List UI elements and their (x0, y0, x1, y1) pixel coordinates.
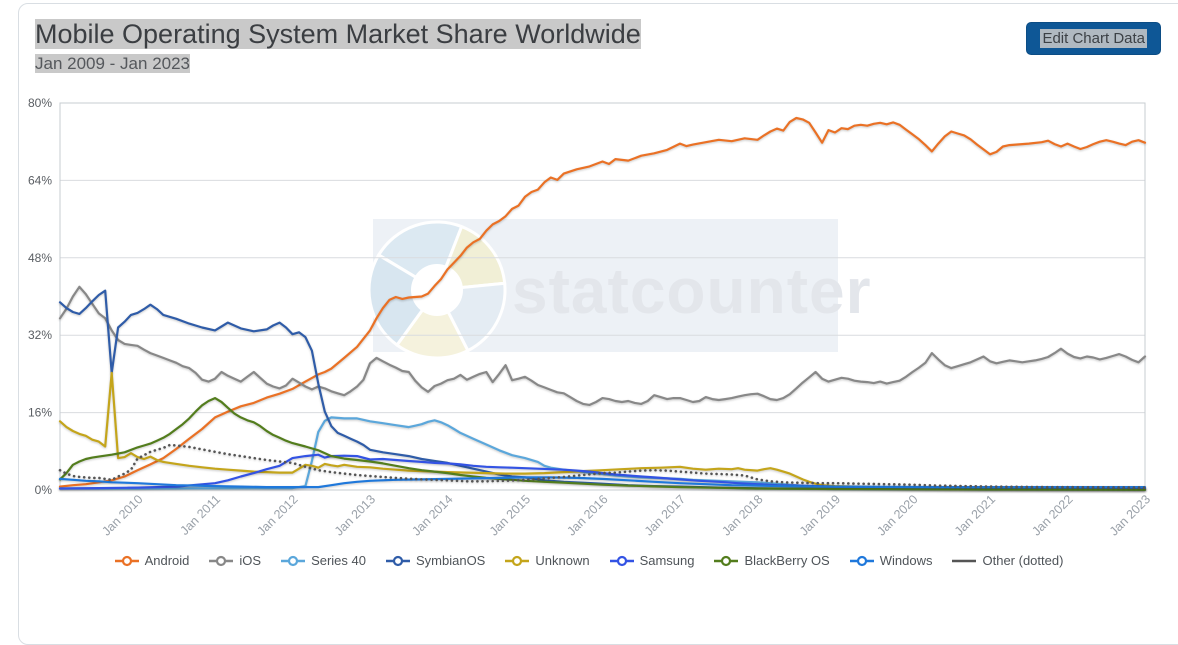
edit-chart-data-button[interactable]: Edit Chart Data (1026, 22, 1161, 55)
legend-item-other-dotted[interactable]: Other (dotted) (952, 553, 1063, 568)
y-axis-label: 0% (35, 483, 53, 497)
legend-item-label: Unknown (535, 553, 590, 568)
page-subtitle: Jan 2009 - Jan 2023 (35, 53, 191, 73)
x-axis-label: Jan 2010 (99, 492, 145, 538)
chart-legend: Android iOS Series 40 SymbianOS Unknown Samsu… (0, 553, 1178, 568)
page-title: Mobile Operating System Market Share Wor… (35, 19, 641, 49)
statcounter-watermark: statcounter (367, 219, 872, 360)
legend-marker-icon (281, 555, 306, 566)
x-axis-label: Jan 2019 (797, 492, 843, 538)
x-axis-label: Jan 2020 (874, 492, 920, 538)
x-axis-label: Jan 2012 (254, 492, 300, 538)
legend-item-symbianos[interactable]: SymbianOS (385, 553, 486, 568)
legend-item-label: iOS (239, 553, 262, 568)
legend-item-series-40[interactable]: Series 40 (281, 553, 366, 568)
series-line-ios[interactable] (58, 285, 1147, 406)
x-axis-label: Jan 2014 (409, 492, 455, 538)
x-axis-label: Jan 2016 (564, 492, 610, 538)
x-axis-label: Jan 2013 (332, 492, 378, 538)
legend-item-unknown[interactable]: Unknown (505, 553, 590, 568)
legend-marker-icon (849, 555, 874, 566)
x-axis-label: Jan 2015 (487, 492, 533, 538)
y-axis-label: 16% (28, 406, 52, 420)
watermark-text: statcounter (512, 255, 872, 327)
legend-item-label: Other (dotted) (982, 553, 1064, 568)
series-line-unknown[interactable] (58, 371, 1147, 491)
legend-item-label: Windows (879, 553, 933, 568)
y-axis-label: 48% (28, 251, 52, 265)
legend-marker-icon (952, 559, 977, 562)
y-axis-label: 80% (28, 96, 52, 110)
market-share-chart: statcounter 0% 16% 32% 48% 64% 80% Jan 2010 Jan … (28, 96, 1153, 538)
legend-item-blackberry-os[interactable]: BlackBerry OS (714, 553, 830, 568)
legend-marker-icon (609, 555, 634, 566)
legend-item-label: SymbianOS (415, 553, 486, 568)
legend-item-label: Series 40 (311, 553, 366, 568)
legend-item-label: BlackBerry OS (744, 553, 830, 568)
x-axis-label: Jan 2017 (642, 492, 688, 538)
series-line-blackberry-os[interactable] (58, 397, 1147, 491)
legend-item-label: Samsung (639, 553, 695, 568)
x-axis-label: Jan 2018 (719, 492, 765, 538)
y-axis-label: 32% (28, 328, 52, 342)
x-axis-label: Jan 2023 (1107, 492, 1153, 538)
legend-marker-icon (209, 555, 234, 566)
watermark-logo-hole (411, 264, 463, 316)
series-line-android[interactable] (58, 116, 1147, 488)
legend-marker-icon (114, 555, 139, 566)
series-line-symbianos[interactable] (58, 289, 1147, 491)
legend-item-label: Android (144, 553, 190, 568)
legend-marker-icon (385, 555, 410, 566)
series-line-windows[interactable] (58, 476, 1147, 489)
legend-item-windows[interactable]: Windows (849, 553, 933, 568)
x-axis-label: Jan 2021 (952, 492, 998, 538)
plot-frame (59, 102, 1146, 491)
legend-marker-icon (505, 555, 530, 566)
legend-item-ios[interactable]: iOS (209, 553, 261, 568)
legend-marker-icon (714, 555, 739, 566)
chart-header: Mobile Operating System Market Share Wor… (35, 18, 641, 74)
series-line-series-40[interactable] (58, 416, 1147, 491)
x-axis-label: Jan 2022 (1029, 492, 1075, 538)
legend-item-samsung[interactable]: Samsung (609, 553, 695, 568)
x-axis-label: Jan 2011 (178, 492, 224, 538)
y-axis-label: 64% (28, 173, 52, 187)
series-line-other-dotted[interactable] (58, 443, 1147, 489)
legend-item-android[interactable]: Android (114, 553, 190, 568)
